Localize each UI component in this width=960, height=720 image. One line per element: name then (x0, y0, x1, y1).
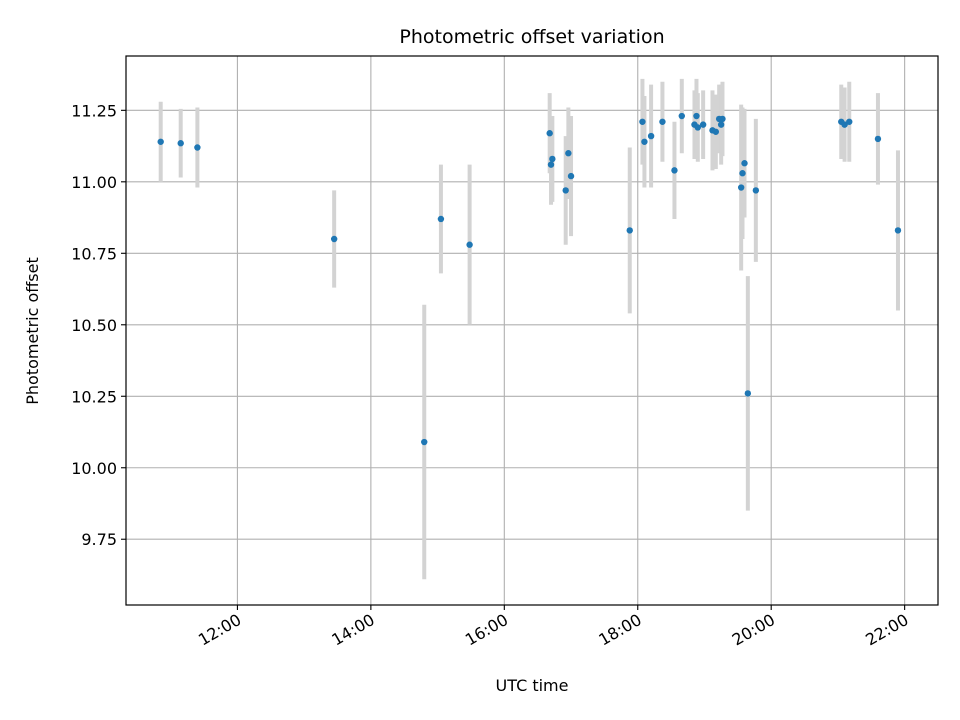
data-point (466, 241, 473, 248)
data-point (841, 121, 848, 128)
data-point (719, 115, 726, 123)
data-point (567, 172, 575, 180)
y-tick-label: 11.00 (71, 173, 117, 192)
y-tick-label: 10.50 (71, 316, 117, 335)
data-point (547, 161, 555, 168)
y-tick-label: 11.25 (71, 101, 117, 120)
data-point (712, 128, 720, 135)
y-tick-label: 10.25 (71, 387, 117, 406)
data-point (194, 144, 201, 151)
data-point (846, 118, 853, 125)
data-point (874, 135, 882, 143)
data-point (641, 138, 648, 145)
data-point (699, 121, 707, 128)
data-point (639, 118, 646, 125)
chart-title: Photometric offset variation (399, 26, 664, 48)
y-tick-label: 9.75 (81, 530, 117, 549)
data-point (671, 167, 678, 174)
data-point (659, 118, 666, 125)
data-point (678, 112, 685, 120)
data-point (894, 227, 902, 234)
data-point (737, 184, 745, 191)
data-point (562, 187, 569, 194)
data-point (744, 390, 752, 397)
data-point (157, 138, 164, 145)
data-point (437, 215, 445, 223)
data-point (741, 160, 748, 167)
y-axis-label: Photometric offset (23, 257, 42, 405)
data-point (647, 132, 655, 140)
data-point (549, 155, 556, 163)
data-point (717, 121, 725, 128)
data-point (739, 170, 746, 177)
data-point (694, 124, 702, 131)
data-point (330, 235, 338, 243)
data-point (177, 140, 184, 147)
data-point (752, 187, 760, 194)
data-point (693, 112, 700, 120)
grid (126, 56, 938, 605)
y-tick-label: 10.00 (71, 459, 117, 478)
data-points (157, 112, 902, 446)
data-point (626, 227, 633, 234)
data-point (421, 438, 428, 446)
data-point (546, 130, 553, 137)
data-point (565, 150, 572, 157)
plot-frame (125, 55, 939, 606)
y-axis-ticks: 9.75 10.00 10.25 10.50 10.75 11.00 11.25 (71, 101, 126, 549)
y-tick-label: 10.75 (71, 244, 117, 263)
x-axis-label: UTC time (496, 676, 569, 695)
